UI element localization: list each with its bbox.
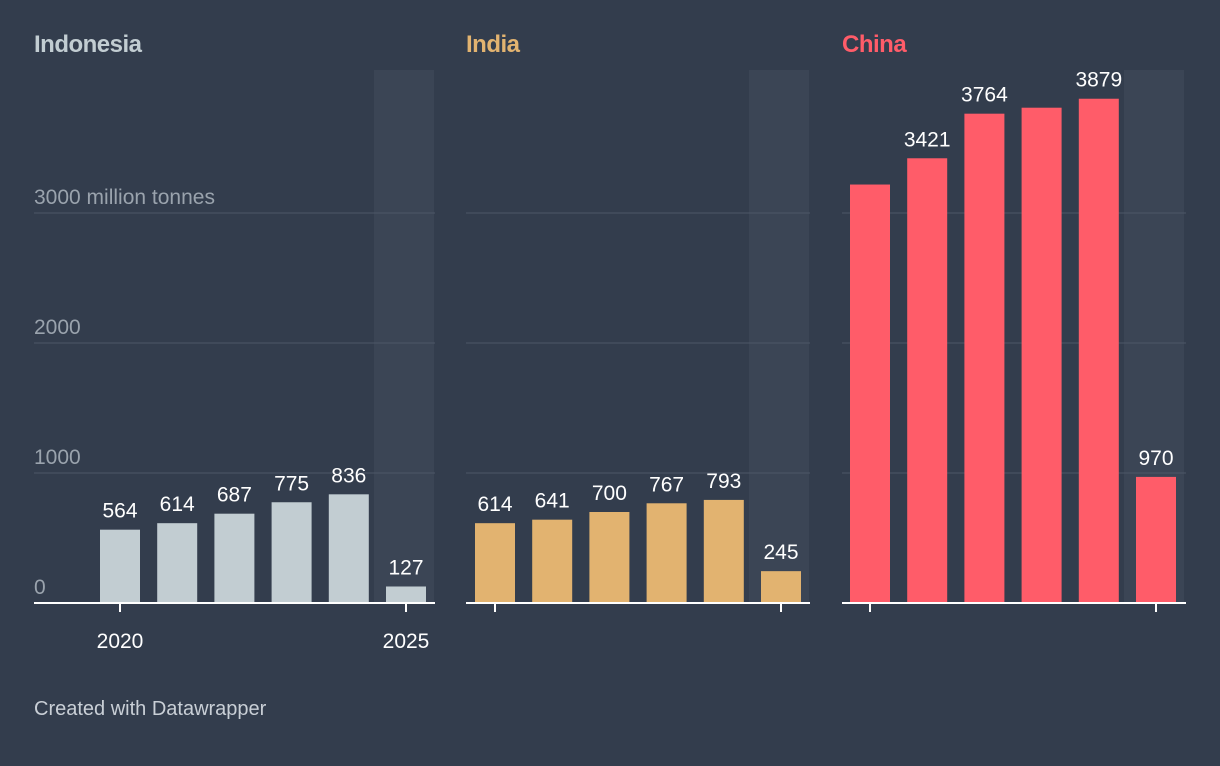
data-label-india-2025: 245 [763,541,798,564]
y-tick-label-2000: 2000 [34,316,81,339]
footer-credit: Created with Datawrapper [34,698,267,720]
data-label-india-2022: 700 [592,482,627,505]
bar-indonesia-2023[interactable] [271,502,312,603]
bar-indonesia-2025[interactable] [386,586,426,603]
data-label-china-2024: 3879 [1075,69,1122,92]
data-label-china-2021: 3421 [904,128,951,151]
y-tick-label-0: 0 [34,576,46,599]
bar-india-2022[interactable] [589,512,630,603]
bar-india-2023[interactable] [646,503,687,603]
data-label-china-2025: 970 [1138,447,1173,470]
bar-china-2023[interactable] [1021,107,1062,603]
highlight-band-indonesia [374,70,434,603]
bar-india-2020[interactable] [475,523,515,603]
x-tick-label-2025: 2025 [383,630,430,653]
x-tick-label-2020: 2020 [97,630,144,653]
bar-china-2021[interactable] [907,158,948,603]
data-label-indonesia-2021: 614 [160,493,195,516]
data-label-indonesia-2025: 127 [388,556,423,579]
data-label-indonesia-2022: 687 [217,484,252,507]
bar-indonesia-2021[interactable] [157,523,198,603]
data-label-india-2020: 614 [477,493,512,516]
data-label-india-2024: 793 [706,470,741,493]
bar-china-2022[interactable] [964,113,1005,604]
y-tick-label-1000: 1000 [34,446,81,469]
data-label-indonesia-2020: 564 [102,500,137,523]
y-tick-label-3000: 3000 million tonnes [34,186,215,209]
bar-china-2025[interactable] [1136,476,1176,603]
bar-china-2024[interactable] [1078,98,1119,603]
bar-indonesia-2022[interactable] [214,513,255,603]
bar-india-2025[interactable] [761,571,801,603]
panel-title-india: India [466,31,520,58]
data-label-indonesia-2024: 836 [331,464,366,487]
bar-india-2024[interactable] [703,499,744,603]
bar-indonesia-2024[interactable] [328,494,369,603]
data-label-indonesia-2023: 775 [274,472,309,495]
bar-indonesia-2020[interactable] [100,529,140,603]
data-label-china-2022: 3764 [961,84,1008,107]
bar-china-2020[interactable] [850,184,890,603]
data-label-india-2023: 767 [649,473,684,496]
panel-title-indonesia: Indonesia [34,31,142,58]
data-label-india-2021: 641 [535,490,570,513]
highlight-band-india [749,70,809,603]
bar-india-2021[interactable] [532,519,573,603]
panel-title-china: China [842,31,907,58]
